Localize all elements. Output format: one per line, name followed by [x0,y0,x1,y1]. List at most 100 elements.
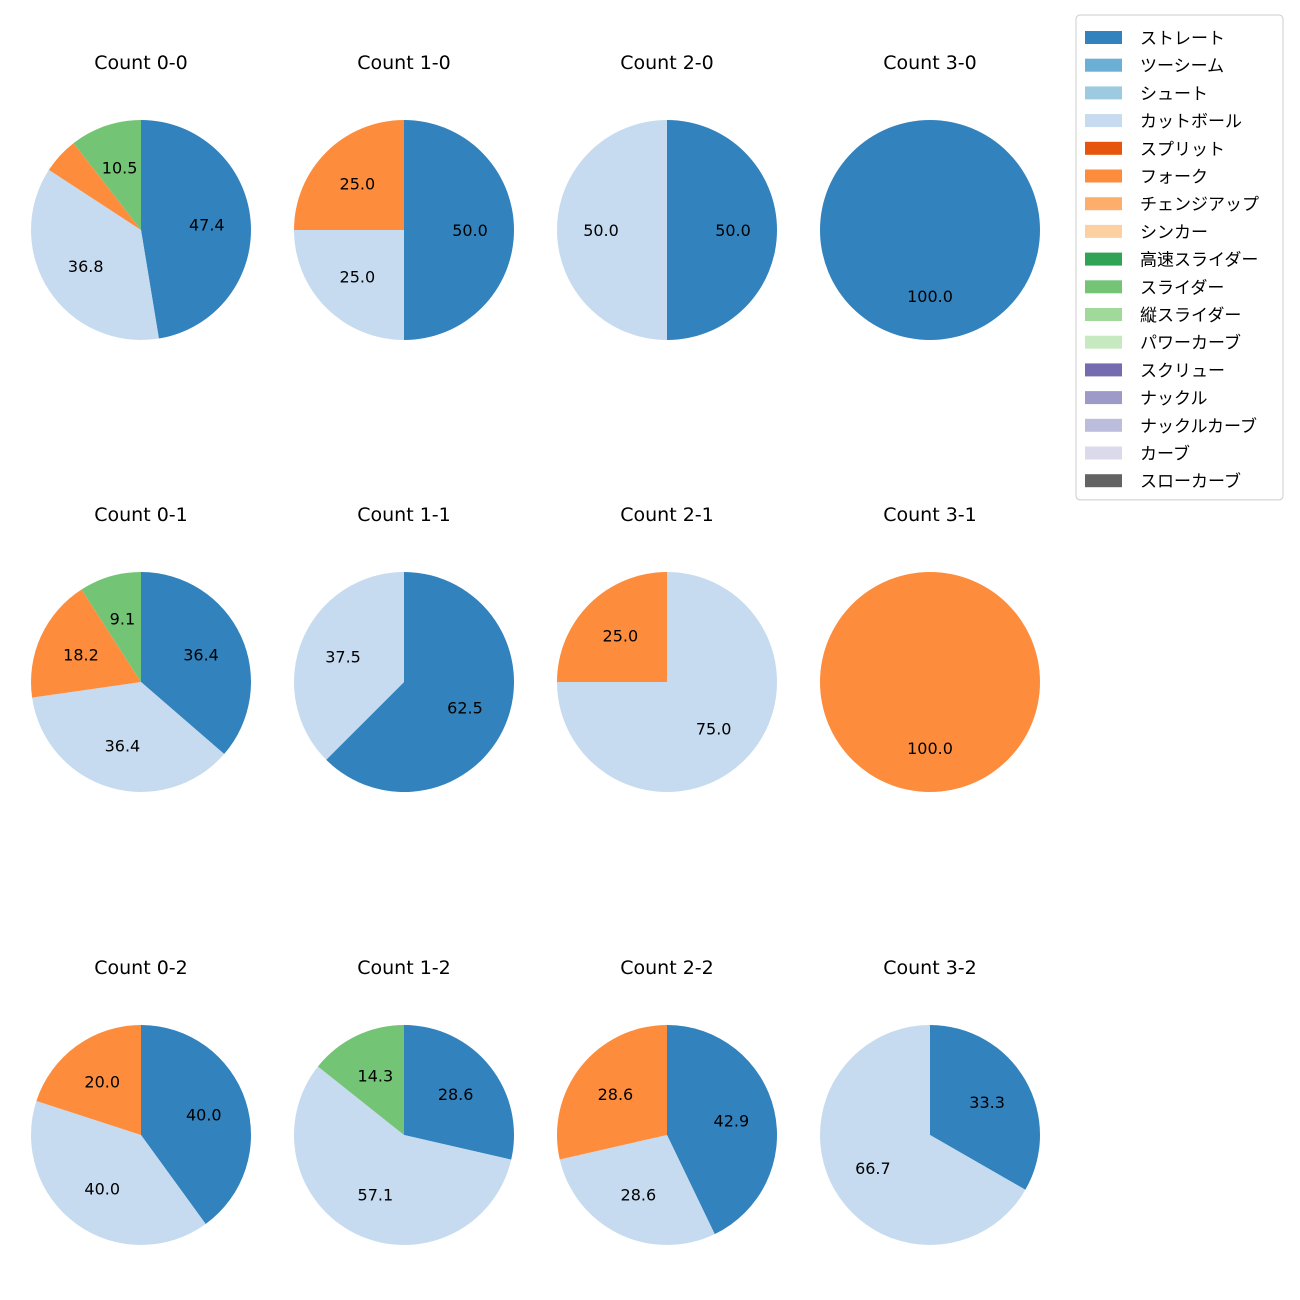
slice-percent-label: 36.4 [183,646,219,665]
legend-swatch [1085,141,1122,155]
pie-slice [294,572,404,760]
slice-percent-label: 28.6 [598,1085,634,1104]
slice-percent-label: 40.0 [186,1106,222,1125]
legend-swatch [1085,280,1122,294]
pie-title: Count 3-1 [883,504,977,526]
legend-label: スライダー [1140,278,1224,298]
pie-slice [667,1025,777,1235]
legend-swatch [1085,86,1122,100]
slice-percent-label: 75.0 [696,720,732,739]
pie-slice [559,1135,715,1245]
pie-title: Count 0-1 [94,504,188,526]
pie-slice [32,682,225,792]
legend-swatch [1085,252,1122,266]
pie-slice [36,1025,141,1135]
slice-percent-label: 36.8 [68,257,104,276]
pie-title: Count 0-2 [94,957,188,979]
slice-percent-label: 57.1 [358,1185,394,1204]
legend-label: ナックル [1140,389,1208,409]
slice-percent-label: 37.5 [325,648,361,667]
legend-swatch [1085,114,1122,128]
slice-percent-label: 20.0 [84,1073,120,1092]
slice-percent-label: 50.0 [715,221,751,240]
pie-slice [294,230,404,340]
slice-percent-label: 100.0 [907,287,953,306]
pie-title: Count 2-0 [620,52,714,74]
pie-slice [141,1025,251,1224]
slice-percent-label: 50.0 [583,221,619,240]
legend-label: シンカー [1140,223,1208,243]
legend-label: カーブ [1140,444,1190,465]
pie-10: Count 1-2 28.6 57.1 14.3 [294,957,514,1245]
legend-item: スライダー [1085,278,1224,298]
legend-item: ツーシーム [1085,57,1224,77]
slice-percent-label: 66.7 [855,1159,891,1178]
legend-label: シュート [1140,84,1208,104]
legend: ストレートツーシームシュートカットボールスプリットフォークチェンジアップシンカー… [1075,14,1284,501]
slice-percent-label: 18.2 [63,646,99,665]
pie-slice [557,1025,667,1160]
legend-item: パワーカーブ [1085,333,1241,354]
pie-slice [31,589,141,698]
slice-percent-label: 9.1 [110,610,135,629]
legend-frame [1075,14,1284,501]
legend-label: ナックルカーブ [1140,416,1257,437]
pie-slice [930,1025,1040,1190]
legend-item: ナックル [1085,389,1208,409]
pie-title: Count 0-0 [94,52,188,74]
legend-item: カットボール [1085,112,1242,132]
slice-percent-label: 62.5 [447,698,483,717]
legend-label: チェンジアップ [1140,195,1259,215]
legend-label: フォーク [1140,168,1208,188]
legend-swatch [1085,58,1122,72]
slice-percent-label: 28.6 [438,1085,474,1104]
legend-swatch [1085,308,1122,321]
legend-item: スプリット [1085,140,1225,160]
slice-percent-label: 47.4 [189,216,225,235]
legend-swatch [1085,363,1122,377]
pie-1: Count 0-0 47.4 36.8 10.5 [30,52,252,340]
legend-swatch [1085,31,1122,44]
pie-11: Count 2-2 42.9 28.6 28.6 [557,957,777,1245]
pie-9: Count 0-2 40.0 40.0 20.0 [31,957,251,1245]
pie-5: Count 0-1 36.4 36.4 18.2 9.1 [31,504,251,792]
legend-label: スクリュー [1140,361,1225,381]
legend-label: ツーシーム [1140,57,1224,77]
pie-slice [820,120,1040,340]
pie-slice [557,120,667,340]
slice-percent-label: 14.3 [358,1067,394,1086]
slice-percent-label: 10.5 [102,159,138,178]
pie-12: Count 3-2 33.3 66.7 [820,957,1040,1245]
pie-slice [820,1025,1026,1245]
legend-item: ナックルカーブ [1085,416,1257,437]
legend-item: シンカー [1085,223,1208,243]
pie-slice [141,572,251,755]
legend-label: ストレート [1140,29,1225,49]
pie-slice [667,120,777,340]
pie-slice [317,1025,404,1135]
slice-percent-label: 100.0 [907,739,953,758]
pie-3: Count 2-0 50.0 50.0 [557,52,777,340]
legend-item: ストレート [1085,29,1225,49]
legend-label: カットボール [1140,112,1242,132]
legend-item: チェンジアップ [1085,195,1259,215]
pie-6: Count 1-1 62.5 37.5 [294,504,514,792]
legend-swatch [1085,391,1122,405]
pie-slice [557,572,667,682]
pie-slice [820,572,1040,792]
pie-slice [404,120,514,340]
pie-slice [294,120,404,230]
pie-title: Count 3-2 [883,957,977,979]
pie-title: Count 2-2 [620,957,714,979]
legend-item: スクリュー [1085,361,1225,381]
legend-swatch [1085,224,1122,238]
slice-percent-label: 25.0 [603,626,639,645]
pies-layer: Count 0-0 47.4 36.8 10.5 Count 1-0 50.0 25.0 25… [30,52,1040,1245]
slice-percent-label: 25.0 [340,174,376,193]
legend-item: スローカーブ [1085,471,1241,492]
pie-slice [73,120,141,230]
legend-label: スプリット [1140,140,1225,160]
pie-slice [326,572,514,792]
legend-swatch [1085,446,1122,460]
